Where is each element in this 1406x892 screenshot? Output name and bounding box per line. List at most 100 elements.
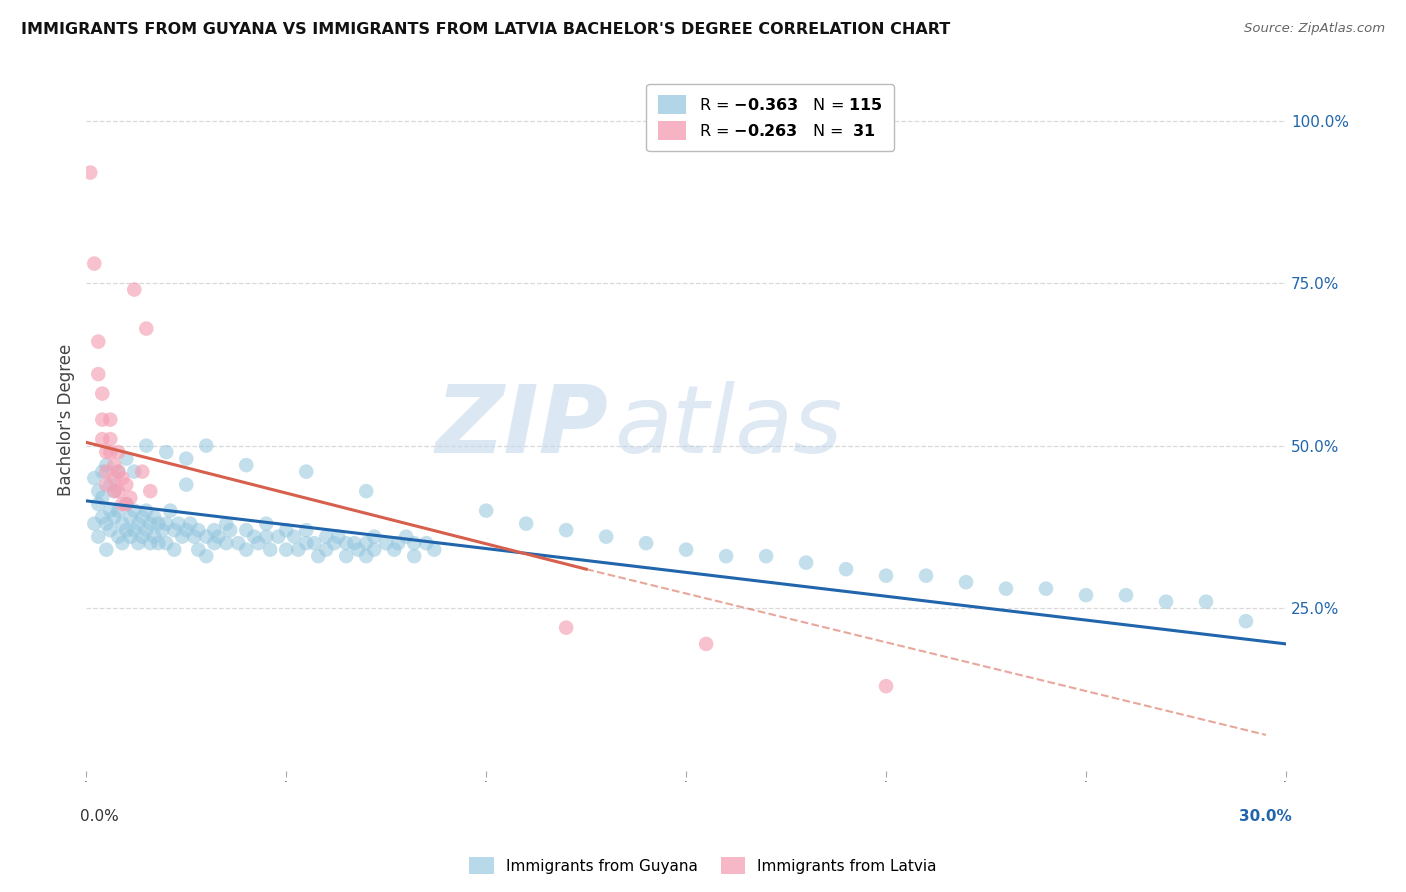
Point [148,536,170,550]
Point [87,530,110,544]
Point [243,530,266,544]
Point [219,523,242,537]
Point [83,256,105,270]
Point [315,542,337,557]
Point [124,523,146,537]
Point [267,530,290,544]
Point [135,503,157,517]
Point [695,637,717,651]
Point [195,549,218,563]
Point [315,530,337,544]
Point [103,458,125,472]
Point [382,542,405,557]
Point [254,516,277,531]
Point [1234,614,1257,628]
Point [259,542,281,557]
Point [91,465,114,479]
Point [87,334,110,349]
Point [120,510,142,524]
Point [287,542,309,557]
Point [135,439,157,453]
Point [207,530,229,544]
Point [354,536,377,550]
Point [794,556,817,570]
Point [131,510,153,524]
Point [187,542,209,557]
Point [215,516,238,531]
Point [387,536,409,550]
Point [127,536,149,550]
Point [1115,588,1137,602]
Point [202,536,225,550]
Point [302,536,325,550]
Point [96,445,118,459]
Point [107,484,129,499]
Point [636,536,658,550]
Point [96,516,118,531]
Point [87,497,110,511]
Text: Source: ZipAtlas.com: Source: ZipAtlas.com [1244,22,1385,36]
Point [395,530,418,544]
Point [283,530,305,544]
Point [714,549,737,563]
Point [120,491,142,505]
Point [155,445,177,459]
Point [159,503,181,517]
Point [124,283,146,297]
Point [167,516,190,531]
Point [335,549,357,563]
Point [247,536,270,550]
Point [103,484,125,499]
Point [915,568,938,582]
Point [96,458,118,472]
Point [111,497,134,511]
Point [135,321,157,335]
Point [276,542,298,557]
Point [143,530,166,544]
Point [276,523,298,537]
Point [363,530,385,544]
Point [107,530,129,544]
Point [179,516,201,531]
Point [955,575,977,590]
Point [155,516,177,531]
Point [1074,588,1097,602]
Point [835,562,858,576]
Point [183,530,205,544]
Point [215,536,238,550]
Point [131,530,153,544]
Point [475,503,498,517]
Point [135,523,157,537]
Point [323,536,346,550]
Point [98,523,121,537]
Point [124,465,146,479]
Point [120,530,142,544]
Point [375,536,398,550]
Point [172,530,194,544]
Point [163,523,186,537]
Point [163,542,186,557]
Point [328,530,350,544]
Point [83,471,105,485]
Point [195,530,218,544]
Point [555,523,578,537]
Point [335,536,357,550]
Point [404,536,426,550]
Point [124,503,146,517]
Point [139,516,162,531]
Point [235,523,257,537]
Point [1154,595,1177,609]
Point [83,516,105,531]
Point [755,549,778,563]
Legend: Immigrants from Guyana, Immigrants from Latvia: Immigrants from Guyana, Immigrants from … [463,851,943,880]
Point [363,542,385,557]
Point [115,497,138,511]
Point [595,530,617,544]
Point [98,477,121,491]
Point [1195,595,1218,609]
Point [115,477,138,491]
Text: IMMIGRANTS FROM GUYANA VS IMMIGRANTS FROM LATVIA BACHELOR'S DEGREE CORRELATION C: IMMIGRANTS FROM GUYANA VS IMMIGRANTS FRO… [21,22,950,37]
Point [111,471,134,485]
Point [254,530,277,544]
Point [174,523,197,537]
